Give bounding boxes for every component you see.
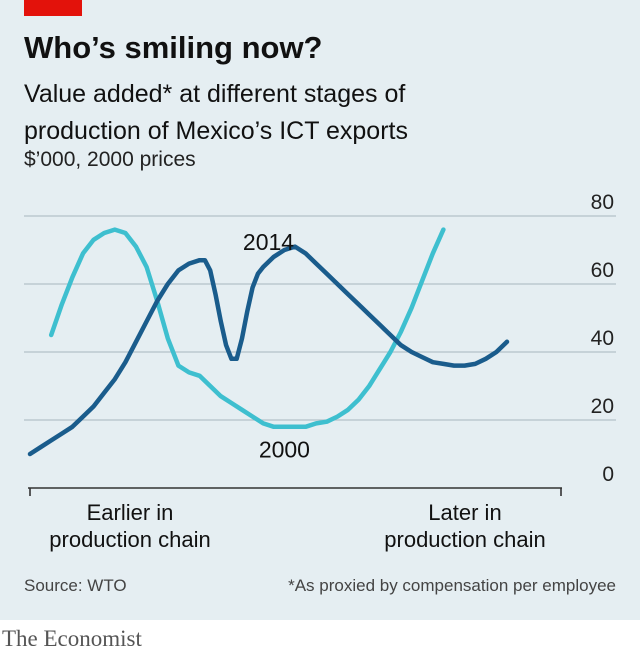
y-tick-label-0: 0 [602,463,614,486]
units-label: $’000, 2000 prices [24,148,196,171]
series-line-2014 [27,244,510,457]
source-note: Source: WTO [24,576,127,595]
series-annotations: 2014 2000 [243,229,310,462]
series-lines [27,227,510,457]
y-tick-label-60: 60 [591,259,614,282]
series-label-2014: 2014 [243,229,294,255]
footnote: *As proxied by compensation per employee [288,576,616,595]
y-axis-ticks: 0 20 40 60 80 [591,191,614,486]
series-line-2000 [48,227,446,430]
brand-tag [24,0,82,16]
x-label-right-line-1: Later in [428,500,501,525]
subtitle-line-2: production of Mexico’s ICT exports [24,117,408,145]
x-label-left-line-2: production chain [49,527,210,552]
y-tick-label-20: 20 [591,395,614,418]
grid-lines [24,215,616,421]
y-tick-label-40: 40 [591,327,614,350]
subtitle-line-1: Value added* at different stages of [24,80,406,108]
chart-title: Who’s smiling now? [24,30,323,65]
x-label-left-line-1: Earlier in [87,500,174,525]
line-chart: 0 20 40 60 80 Earlier in production chain La… [24,191,616,552]
x-axis: Earlier in production chain Later in pro… [28,487,562,552]
publisher-logo: The Economist [2,626,142,651]
chart-card: Who’s smiling now? Value added* at diffe… [0,0,640,620]
series-label-2000: 2000 [259,436,310,462]
x-label-right-line-2: production chain [384,527,545,552]
y-tick-label-80: 80 [591,191,614,214]
chart-subtitle: Value added* at different stages of prod… [24,76,624,150]
